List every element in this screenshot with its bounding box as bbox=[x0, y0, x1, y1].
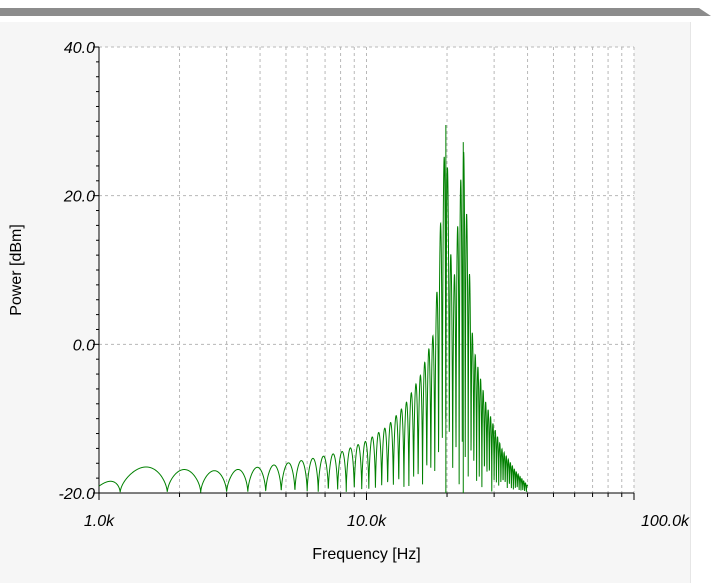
x-tick-label: 1.0k bbox=[84, 513, 115, 530]
series-group bbox=[98, 125, 529, 493]
y-tick-label: 40.0 bbox=[64, 40, 95, 57]
x-axis-title: Frequency [Hz] bbox=[312, 546, 420, 563]
x-tick-label: 10.0k bbox=[347, 513, 387, 530]
grid-lines bbox=[99, 46, 635, 493]
y-tick-label: 0.0 bbox=[73, 337, 95, 354]
tick-labels: 40.0 20.0 0.0 -20.0 1.0k 10.0k 100.0k bbox=[59, 40, 690, 530]
window-top-bar bbox=[0, 0, 711, 22]
y-tick-label: -20.0 bbox=[59, 486, 96, 503]
y-tick-label: 20.0 bbox=[63, 189, 95, 206]
x-tick-label: 100.0k bbox=[641, 513, 690, 530]
y-axis-title: Power [dBm] bbox=[8, 224, 25, 316]
top-bar-corner bbox=[699, 8, 711, 16]
spectrum-line bbox=[98, 151, 529, 493]
tick-marks bbox=[93, 46, 635, 500]
right-panel-edge bbox=[690, 22, 711, 583]
